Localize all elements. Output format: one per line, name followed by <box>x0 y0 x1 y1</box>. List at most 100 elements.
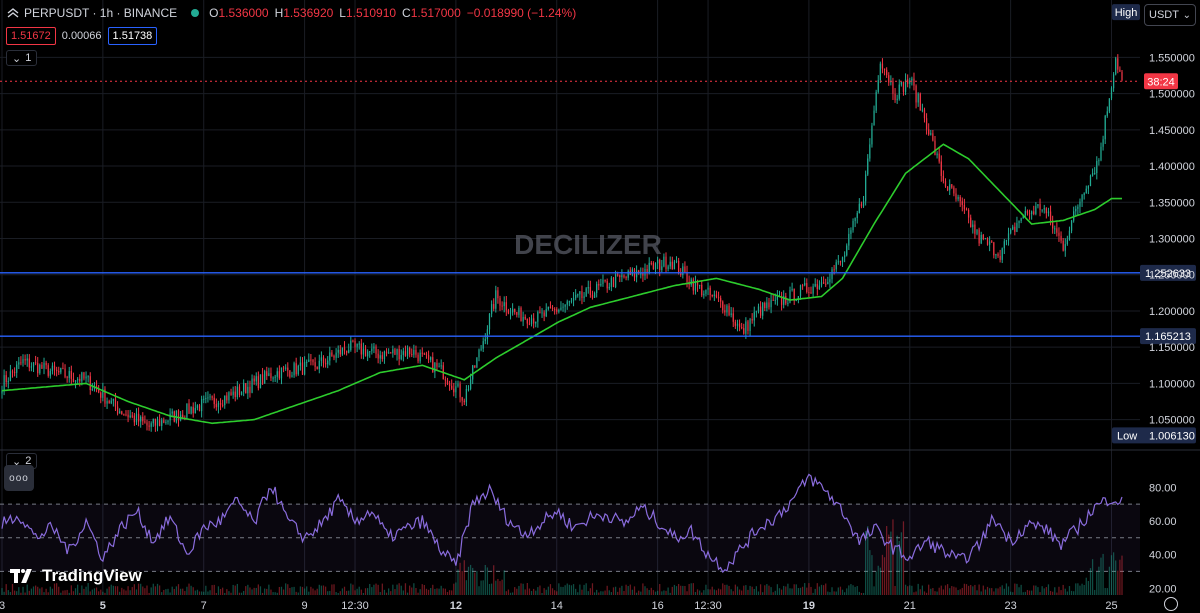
candle-body <box>518 307 520 315</box>
candle-body <box>535 321 537 324</box>
main-pane-toggle[interactable]: ⌄ 1 <box>6 50 38 66</box>
candle-body <box>322 357 325 364</box>
volume-bar <box>1024 591 1026 595</box>
candle-body <box>955 193 957 200</box>
candle-body <box>474 365 476 368</box>
time-axis-tick: 14 <box>551 600 563 612</box>
volume-bar <box>780 589 783 595</box>
volume-bar <box>373 584 375 595</box>
candle-body <box>100 392 102 398</box>
candle-body <box>774 299 776 301</box>
candle-body <box>946 186 949 191</box>
candle-body <box>694 281 697 291</box>
close-label: C <box>402 6 411 20</box>
change-value: −0.018990 (−1.24%) <box>466 6 577 20</box>
candle-body <box>415 349 417 355</box>
volume-bar <box>865 530 867 595</box>
candle-body <box>936 153 938 156</box>
candle-body <box>614 274 617 287</box>
candle-body <box>722 301 724 311</box>
volume-bar <box>182 588 184 595</box>
candle-body <box>648 262 650 274</box>
volume-bar <box>835 591 837 595</box>
volume-bar <box>1091 559 1094 595</box>
ask-price[interactable]: 1.51738 <box>107 27 158 45</box>
candle-body <box>667 266 669 270</box>
candle-body <box>741 327 743 329</box>
candle-body <box>423 353 425 355</box>
spread-value: 0.00066 <box>61 30 102 42</box>
candle-body <box>56 369 58 371</box>
volume-bar <box>1 588 3 595</box>
volume-bar <box>1060 590 1062 595</box>
volume-bar <box>276 592 278 595</box>
candle-body <box>503 302 505 307</box>
volume-bar <box>1094 589 1096 595</box>
volume-bar <box>757 591 760 595</box>
candle-body <box>291 375 293 377</box>
volume-bar <box>37 586 39 595</box>
candle-body <box>1016 223 1018 232</box>
chevron-icon <box>7 8 19 18</box>
volume-bar <box>400 585 402 595</box>
candle-body <box>709 287 711 296</box>
volume-bar <box>272 592 274 595</box>
candle-body <box>1110 88 1113 99</box>
tradingview-logo[interactable]: TradingView <box>10 566 142 586</box>
volume-bar <box>717 588 720 595</box>
volume-bar <box>1110 555 1113 595</box>
volume-bar <box>854 586 856 595</box>
volume-bar <box>503 570 505 595</box>
symbol-info[interactable]: PERPUSDT · 1h · BINANCE <box>0 6 177 20</box>
volume-bar <box>207 591 209 595</box>
candle-body <box>875 91 877 111</box>
volume-bar <box>957 590 959 595</box>
candle-body <box>1108 98 1111 112</box>
volume-bar <box>236 583 238 595</box>
price-axis-tick: 1.100000 <box>1149 378 1195 390</box>
candle-body <box>51 365 54 371</box>
volume-bar <box>766 584 768 595</box>
volume-bar <box>852 585 854 595</box>
volume-bar <box>633 586 636 595</box>
candle-body <box>593 292 596 298</box>
candle-body <box>392 349 394 354</box>
candle-body <box>806 283 808 292</box>
more-options-button[interactable]: ooo <box>4 465 34 491</box>
volume-bar <box>434 588 436 595</box>
volume-bar <box>1070 590 1073 595</box>
volume-bar <box>1052 591 1054 595</box>
candle-body <box>793 288 795 301</box>
candle-body <box>1083 193 1085 196</box>
volume-bar <box>915 591 917 595</box>
volume-bar <box>1083 584 1085 595</box>
candle-body <box>266 371 268 376</box>
candle-body <box>1087 185 1090 189</box>
candle-body <box>583 296 585 299</box>
candle-body <box>102 389 104 398</box>
settings-icon[interactable] <box>1164 597 1178 611</box>
candle-body <box>127 414 129 418</box>
volume-bar <box>1068 586 1071 595</box>
candle-body <box>310 359 312 361</box>
main-pane-index: 1 <box>25 52 32 64</box>
candle-body <box>671 261 673 270</box>
candle-body <box>375 346 377 354</box>
candle-body <box>776 296 779 300</box>
volume-bar <box>665 590 667 595</box>
candle-body <box>39 364 41 374</box>
volume-bar <box>438 588 440 595</box>
bid-price[interactable]: 1.51672 <box>6 27 56 45</box>
candle-body <box>463 400 465 403</box>
candle-body <box>575 294 577 299</box>
candle-body <box>345 350 348 353</box>
candle-body <box>356 343 358 347</box>
currency-button[interactable]: USDT ⌄ <box>1144 4 1196 26</box>
candle-body <box>171 411 173 414</box>
volume-bar <box>490 583 493 595</box>
candle-body <box>465 389 468 403</box>
candle-body <box>892 81 894 94</box>
candle-body <box>106 401 108 404</box>
candle-body <box>1075 208 1077 212</box>
